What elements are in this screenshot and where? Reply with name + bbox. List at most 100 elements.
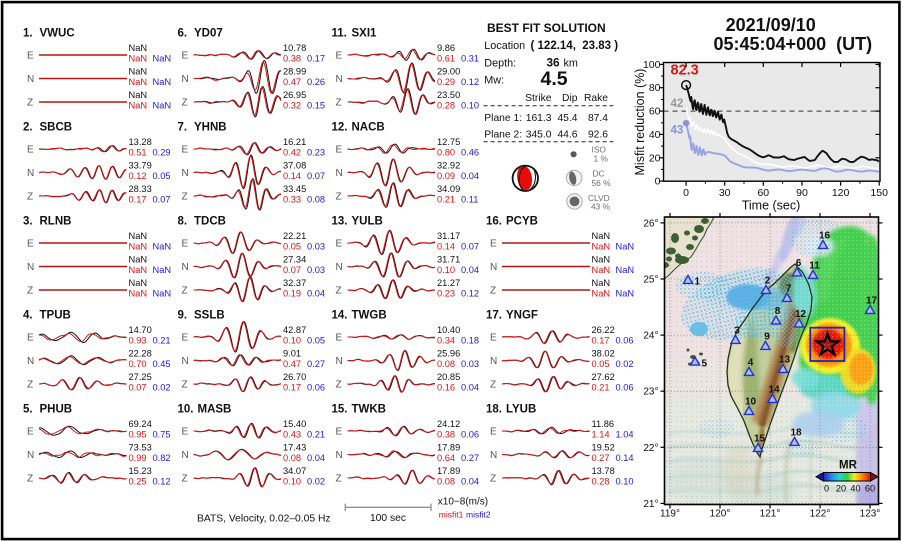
svg-text:1: 1 (695, 277, 701, 288)
svg-text:SXI1: SXI1 (352, 27, 378, 39)
svg-text:PHUB: PHUB (40, 403, 73, 415)
svg-text:0.10: 0.10 (437, 265, 455, 275)
svg-text:87.4: 87.4 (588, 113, 608, 124)
svg-text:0.07: 0.07 (461, 242, 479, 252)
svg-text:Depth:: Depth: (484, 58, 516, 70)
svg-text:43 %: 43 % (591, 202, 611, 212)
svg-text:7.: 7. (178, 121, 188, 133)
svg-text:0.33: 0.33 (283, 195, 301, 205)
svg-text:0.04: 0.04 (307, 453, 325, 463)
svg-text:0.45: 0.45 (153, 359, 171, 369)
svg-text:45.4: 45.4 (557, 113, 577, 124)
svg-text:DC: DC (593, 168, 605, 178)
svg-text:15.40: 15.40 (283, 419, 306, 429)
svg-text:SSLB: SSLB (194, 309, 225, 321)
svg-text:2.: 2. (23, 121, 33, 133)
svg-text:0.64: 0.64 (437, 453, 455, 463)
svg-text:TPUB: TPUB (40, 309, 71, 321)
svg-text:0.12: 0.12 (461, 77, 479, 87)
svg-text:11.: 11. (332, 27, 347, 39)
svg-text:0.19: 0.19 (283, 289, 301, 299)
svg-text:120°: 120° (710, 509, 731, 520)
svg-text:24.12: 24.12 (437, 419, 460, 429)
svg-text:Z: Z (182, 474, 188, 485)
svg-text:1.14: 1.14 (592, 430, 610, 440)
svg-text:N: N (336, 356, 343, 367)
svg-text:8.: 8. (178, 215, 188, 227)
svg-text:0.05: 0.05 (283, 242, 301, 252)
svg-text:0.04: 0.04 (461, 477, 479, 487)
svg-text:Z: Z (336, 192, 342, 203)
svg-text:TWGB: TWGB (352, 309, 387, 321)
svg-text:LYUB: LYUB (506, 403, 536, 415)
svg-text:E: E (336, 333, 343, 344)
svg-text:0.16: 0.16 (437, 383, 455, 393)
svg-text:km: km (564, 58, 578, 70)
svg-text:0.09: 0.09 (437, 171, 455, 181)
svg-text:13.28: 13.28 (129, 137, 152, 147)
svg-text:E: E (27, 145, 34, 156)
svg-text:Z: Z (182, 286, 188, 297)
svg-text:E: E (490, 427, 497, 438)
svg-text:21.27: 21.27 (437, 278, 460, 288)
svg-text:0.32: 0.32 (283, 101, 301, 111)
svg-text:0.26: 0.26 (307, 77, 325, 87)
svg-text:misfit2: misfit2 (466, 510, 491, 520)
svg-text:NaN: NaN (616, 289, 635, 299)
svg-text:Z: Z (27, 192, 33, 203)
svg-text:0.34: 0.34 (437, 336, 455, 346)
svg-text:Dip: Dip (562, 93, 578, 104)
svg-text:10.78: 10.78 (283, 43, 306, 53)
svg-text:15.23: 15.23 (129, 466, 152, 476)
svg-text:0.10: 0.10 (461, 101, 479, 111)
svg-text:0.70: 0.70 (129, 359, 147, 369)
svg-text:0.47: 0.47 (283, 77, 301, 87)
svg-text:34.07: 34.07 (283, 466, 306, 476)
svg-text:E: E (182, 427, 189, 438)
svg-text:0.05: 0.05 (592, 359, 610, 369)
svg-text:N: N (336, 168, 343, 179)
svg-text:60: 60 (757, 187, 769, 199)
svg-text:0.12: 0.12 (129, 171, 147, 181)
svg-text:Z: Z (182, 380, 188, 391)
svg-text:32.92: 32.92 (437, 161, 460, 171)
svg-text:MASB: MASB (198, 403, 232, 415)
svg-text:0.31: 0.31 (461, 54, 479, 64)
svg-text:1.04: 1.04 (616, 430, 634, 440)
svg-text:CLVD: CLVD (588, 193, 610, 203)
svg-text:22.21: 22.21 (283, 231, 306, 241)
svg-text:92.6: 92.6 (588, 129, 608, 140)
svg-text:0.06: 0.06 (461, 430, 479, 440)
svg-text:N: N (336, 262, 343, 273)
svg-text:NaN: NaN (592, 255, 611, 265)
svg-text:0.80: 0.80 (437, 148, 455, 158)
svg-text:NaN: NaN (153, 265, 172, 275)
svg-text:0.43: 0.43 (283, 430, 301, 440)
svg-text:NaN: NaN (616, 265, 635, 275)
svg-text:20: 20 (649, 152, 661, 164)
svg-text:7: 7 (786, 284, 792, 295)
svg-text:12.75: 12.75 (437, 137, 460, 147)
svg-text:N: N (336, 74, 343, 85)
svg-text:0.21: 0.21 (437, 195, 455, 205)
svg-text:N: N (182, 450, 189, 461)
svg-text:0.10: 0.10 (283, 336, 301, 346)
svg-text:E: E (490, 333, 497, 344)
svg-text:0.75: 0.75 (153, 430, 171, 440)
svg-text:27.34: 27.34 (283, 255, 306, 265)
svg-text:23°: 23° (643, 387, 658, 398)
svg-text:YULB: YULB (352, 215, 383, 227)
svg-text:2: 2 (765, 276, 771, 287)
svg-text:10.40: 10.40 (437, 325, 460, 335)
svg-text:NaN: NaN (592, 265, 611, 275)
svg-text:26.95: 26.95 (283, 90, 306, 100)
svg-text:E: E (336, 239, 343, 250)
svg-text:Z: Z (490, 474, 496, 485)
svg-text:E: E (182, 333, 189, 344)
svg-text:Plane 2:: Plane 2: (484, 129, 522, 140)
svg-text:17.43: 17.43 (283, 443, 306, 453)
svg-text:9.01: 9.01 (283, 349, 301, 359)
svg-text:34.09: 34.09 (437, 184, 460, 194)
svg-text:100: 100 (643, 59, 661, 71)
svg-text:44.6: 44.6 (557, 129, 577, 140)
